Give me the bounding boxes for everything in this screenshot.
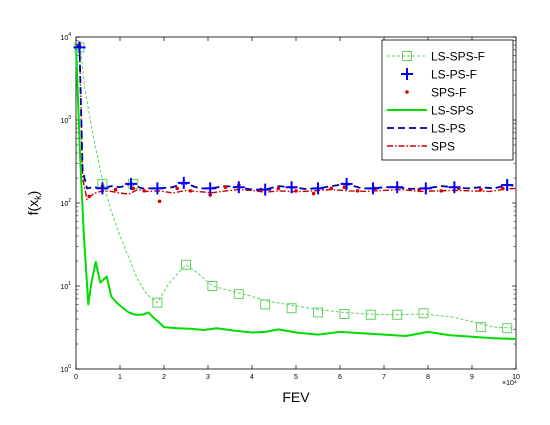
y-axis-label: f(xk) [25,191,43,216]
data-marker-square [260,299,271,310]
data-marker-dot [439,189,444,193]
series-line [75,44,517,191]
legend-label: LS-SPS [431,104,474,118]
y-tick-label: 104 [60,32,71,42]
data-marker-plus [204,182,217,195]
series-line [79,46,517,329]
data-marker-plus [391,181,404,194]
legend-entry: SPS-F [405,86,466,100]
legend-label: LS-PS-F [431,68,477,82]
y-tick-label: 101 [60,281,71,291]
y-axis-label-sub: k [33,195,43,200]
data-marker-dot [188,189,193,193]
x-tick-label: 4 [250,374,254,381]
data-marker-dot [276,186,281,191]
data-marker-plus [96,182,109,195]
legend-label: LS-SPS-F [431,50,485,64]
y-tick-label: 102 [60,198,71,208]
series-ls-sps-f [74,42,517,334]
data-marker-dot [501,186,505,191]
legend: LS-SPS-F LS-PS-F SPS-F LS-SPS LS-PS SPS [381,39,514,161]
data-marker-dot [142,189,146,193]
data-marker-square [152,297,163,308]
legend-label: SPS [431,140,455,154]
legend-entry: LS-PS-F [401,68,477,82]
series-ls-sps [75,44,517,340]
data-marker-square [286,303,297,314]
x-exponent-label: ×10⁴ [502,380,517,387]
x-tick-label: 2 [162,374,166,381]
data-marker-square [207,281,218,291]
data-marker-dot [157,199,162,204]
data-marker-dot [311,191,316,196]
axis-ticks: 0 1 2 3 4 5 6 7 8 9 10 100 101 102 103 104 [60,32,520,381]
data-marker-plus [73,41,86,54]
data-marker-plus [151,182,164,195]
x-tick-label: 0 [74,374,78,381]
x-tick-label: 5 [294,374,298,381]
data-marker-dot [113,187,118,192]
data-marker-dot [355,189,360,193]
data-marker-plus [340,177,353,190]
y-tick-label: 103 [60,115,71,125]
data-marker-square [233,289,244,300]
data-marker-plus [285,181,298,194]
x-tick-label: 8 [426,374,430,381]
x-tick-label: 10 [512,374,520,381]
legend-entry: LS-SPS-F [387,50,485,64]
data-marker-square [475,322,486,333]
data-marker-square [181,259,191,270]
data-marker-dot [479,187,483,192]
legend-entry: LS-SPS [387,104,474,118]
data-marker-plus [259,183,272,196]
data-marker-dot [175,186,179,191]
series-line [75,44,517,340]
y-tick-label: 100 [60,364,71,374]
x-axis-label: FEV [282,389,310,405]
series-ls-ps-f [73,41,514,196]
data-marker-plus [367,182,379,195]
x-tick-label: 9 [470,374,474,381]
data-marker-plus [125,177,137,190]
y-axis-label-close: ) [25,191,41,196]
data-marker-dot [87,194,91,199]
data-marker-plus [419,182,432,195]
y-axis-label-base: f(x [25,200,41,216]
data-marker-square [339,308,350,319]
data-marker-dot [131,186,135,191]
legend-entry: SPS [387,140,455,154]
data-marker-plus [177,176,190,189]
x-tick-label: 7 [382,374,386,381]
legend-label: LS-PS [431,122,466,136]
data-marker-plus [312,182,324,195]
data-marker-square [502,323,513,334]
series-layer [73,41,517,340]
data-marker-dot [329,186,334,191]
data-marker-dot [405,90,409,94]
x-tick-label: 1 [118,374,122,381]
data-marker-plus [501,178,514,191]
data-marker-square [418,308,429,319]
data-marker-square [392,309,403,320]
data-marker-plus [232,181,245,194]
legend-label: SPS-F [431,86,466,100]
data-marker-square [365,309,376,320]
data-marker-square [313,307,323,318]
data-marker-dot [294,189,298,193]
legend-entry: LS-PS [387,122,466,136]
series-ls-ps [75,44,517,191]
data-marker-plus [401,68,413,80]
data-marker-dot [223,185,228,190]
x-tick-label: 6 [338,374,342,381]
data-marker-plus [448,181,461,194]
data-marker-dot [342,185,347,190]
x-tick-label: 3 [206,374,210,381]
data-marker-square [402,51,412,61]
